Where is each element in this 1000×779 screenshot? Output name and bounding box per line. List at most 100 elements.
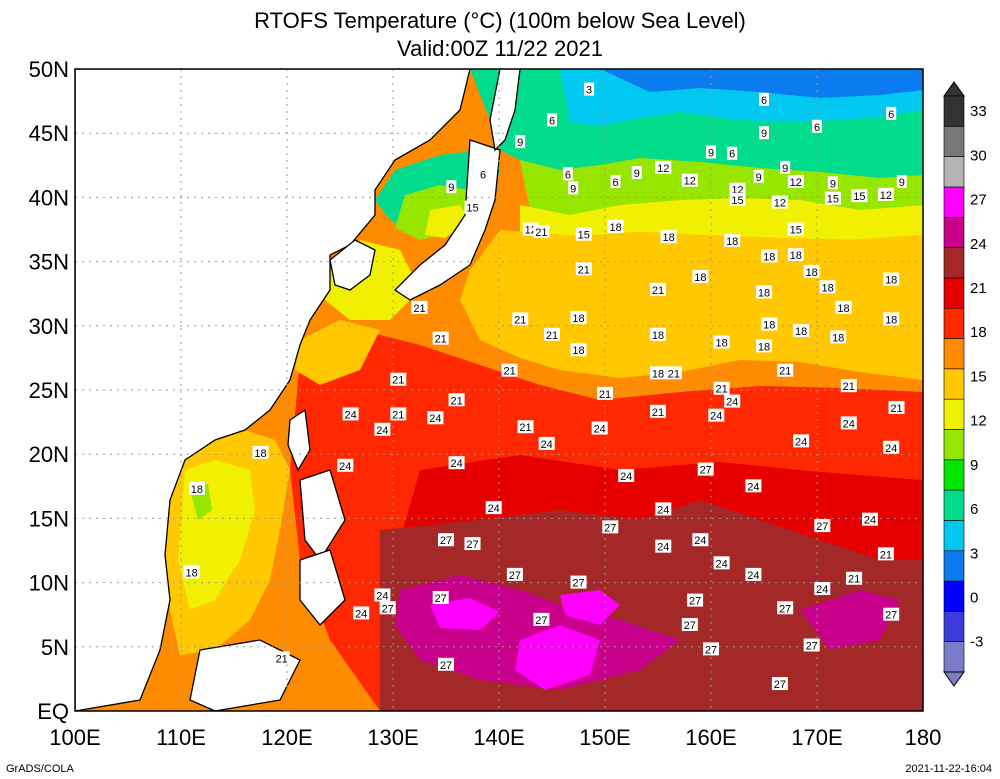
contour-label-text: 18 [662,232,674,244]
contour-label-box [655,502,672,516]
contour-label-box [570,311,587,325]
contour-label-box [485,501,502,515]
contour-label-text: 18 [609,222,621,234]
contour-label: 15 [464,200,481,215]
contour-label: 24 [538,436,555,451]
contour-label: 12 [771,195,788,210]
contour-label-text: 24 [864,515,876,527]
contour-label-text: 21 [435,334,447,346]
contour-label-text: 21 [890,403,902,415]
y-axis: EQ 5N 10N 15N 20N 25N 30N 35N 40N 45N 50N [29,57,69,724]
contour-label-text: 24 [355,608,367,620]
contour-label-text: 24 [450,458,462,470]
contour-label-box [840,379,857,393]
contour-label: 9 [896,174,907,189]
contour-label: 3 [584,82,595,97]
contour-label-box [896,174,907,188]
contour-label-box [777,363,794,377]
contour-label-box [713,381,730,395]
contour-label: 27 [506,567,523,582]
colorbar-label: 27 [970,192,987,209]
contour-label-text: 6 [549,115,555,127]
contour-label-box [729,192,746,206]
contour-label-text: 18 [763,251,775,263]
contour-label-box [411,300,428,314]
contour-label: 24 [374,588,391,602]
contour-label-text: 27 [535,615,547,627]
contour-label: 21 [273,651,290,665]
colorbar-label: 12 [970,413,987,430]
contour-label-text: 18 [572,313,584,325]
contour-label: 27 [883,607,900,622]
contour-label-box [814,582,831,596]
contour-label-box [188,481,205,495]
contour-label: 18 [883,312,900,326]
x-tick-label: 100E [49,725,100,750]
contour-label-text: 18 [694,272,706,284]
contour-label: 24 [814,582,831,596]
contour-label: 24 [342,407,359,421]
contour-label: 24 [840,416,857,430]
contour-label: 18 [761,249,778,263]
contour-label-text: 24 [594,424,606,436]
contour-label: 9 [759,126,769,140]
contour-label-box [501,363,518,377]
x-tick-label: 110E [156,725,206,750]
contour-label: 18 [183,565,200,579]
contour-label: 21 [888,400,905,415]
contour-label: 24 [655,539,672,554]
contour-label: 18 [756,285,772,299]
contour-label: 27 [379,601,396,615]
contour-label-text: 27 [885,610,897,622]
contour-label-text: 21 [514,314,526,326]
contour-label: 18 [188,481,205,496]
contour-label-text: 24 [694,535,706,547]
contour-label-box [183,565,200,579]
contour-label-text: 24 [339,461,351,473]
x-axis: 100E 110E 120E 130E 140E 150E 160E 170E 180 [49,725,941,750]
contour-label-box [533,612,550,626]
contour-label-box [840,416,857,430]
contour-label-box [703,642,719,656]
colorbar-swatch [943,429,965,461]
contour-label-box [724,394,741,408]
contour-label-box [575,227,592,241]
contour-label-text: 24 [715,558,727,570]
contour-label: 6 [727,146,738,161]
contour-label: 21 [650,282,666,297]
contour-label: 15 [575,227,592,242]
contour-label: 27 [570,575,587,590]
contour-label-box [273,651,290,665]
contour-label-text: 21 [546,330,558,342]
contour-label-text: 12 [684,176,696,188]
contour-label-text: 18 [885,314,897,326]
contour-label-text: 21 [519,422,531,434]
contour-label-box [506,567,523,581]
colorbar-label: -3 [970,634,983,651]
colorbar-label: 24 [970,236,987,253]
y-tick-label: EQ [37,699,69,724]
contour-label-text: 6 [613,177,619,189]
contour-label-box [787,222,804,236]
contour-label-box [353,606,370,620]
contour-label-box [803,264,820,278]
contour-label-box [787,174,804,188]
contour-label-text: 21 [276,653,288,665]
contour-label-box [650,404,666,418]
contour-label-box [713,556,730,570]
contour-label-box [761,317,778,331]
contour-label-text: 18 [790,250,802,262]
contour-label-text: 21 [715,384,727,396]
contour-label-text: 9 [708,147,714,159]
y-tick-label: 25N [29,378,69,403]
contour-label: 24 [337,458,354,473]
contour-label: 12 [681,173,698,188]
contour-label-box [827,176,838,190]
contour-label-text: 27 [382,603,394,615]
contour-label-box [777,601,794,615]
contour-label-text: 24 [620,471,632,483]
contour-label: 24 [883,440,900,455]
contour-label-text: 27 [700,465,712,477]
contour-label-text: 9 [570,183,576,195]
contour-label: 15 [729,192,746,207]
